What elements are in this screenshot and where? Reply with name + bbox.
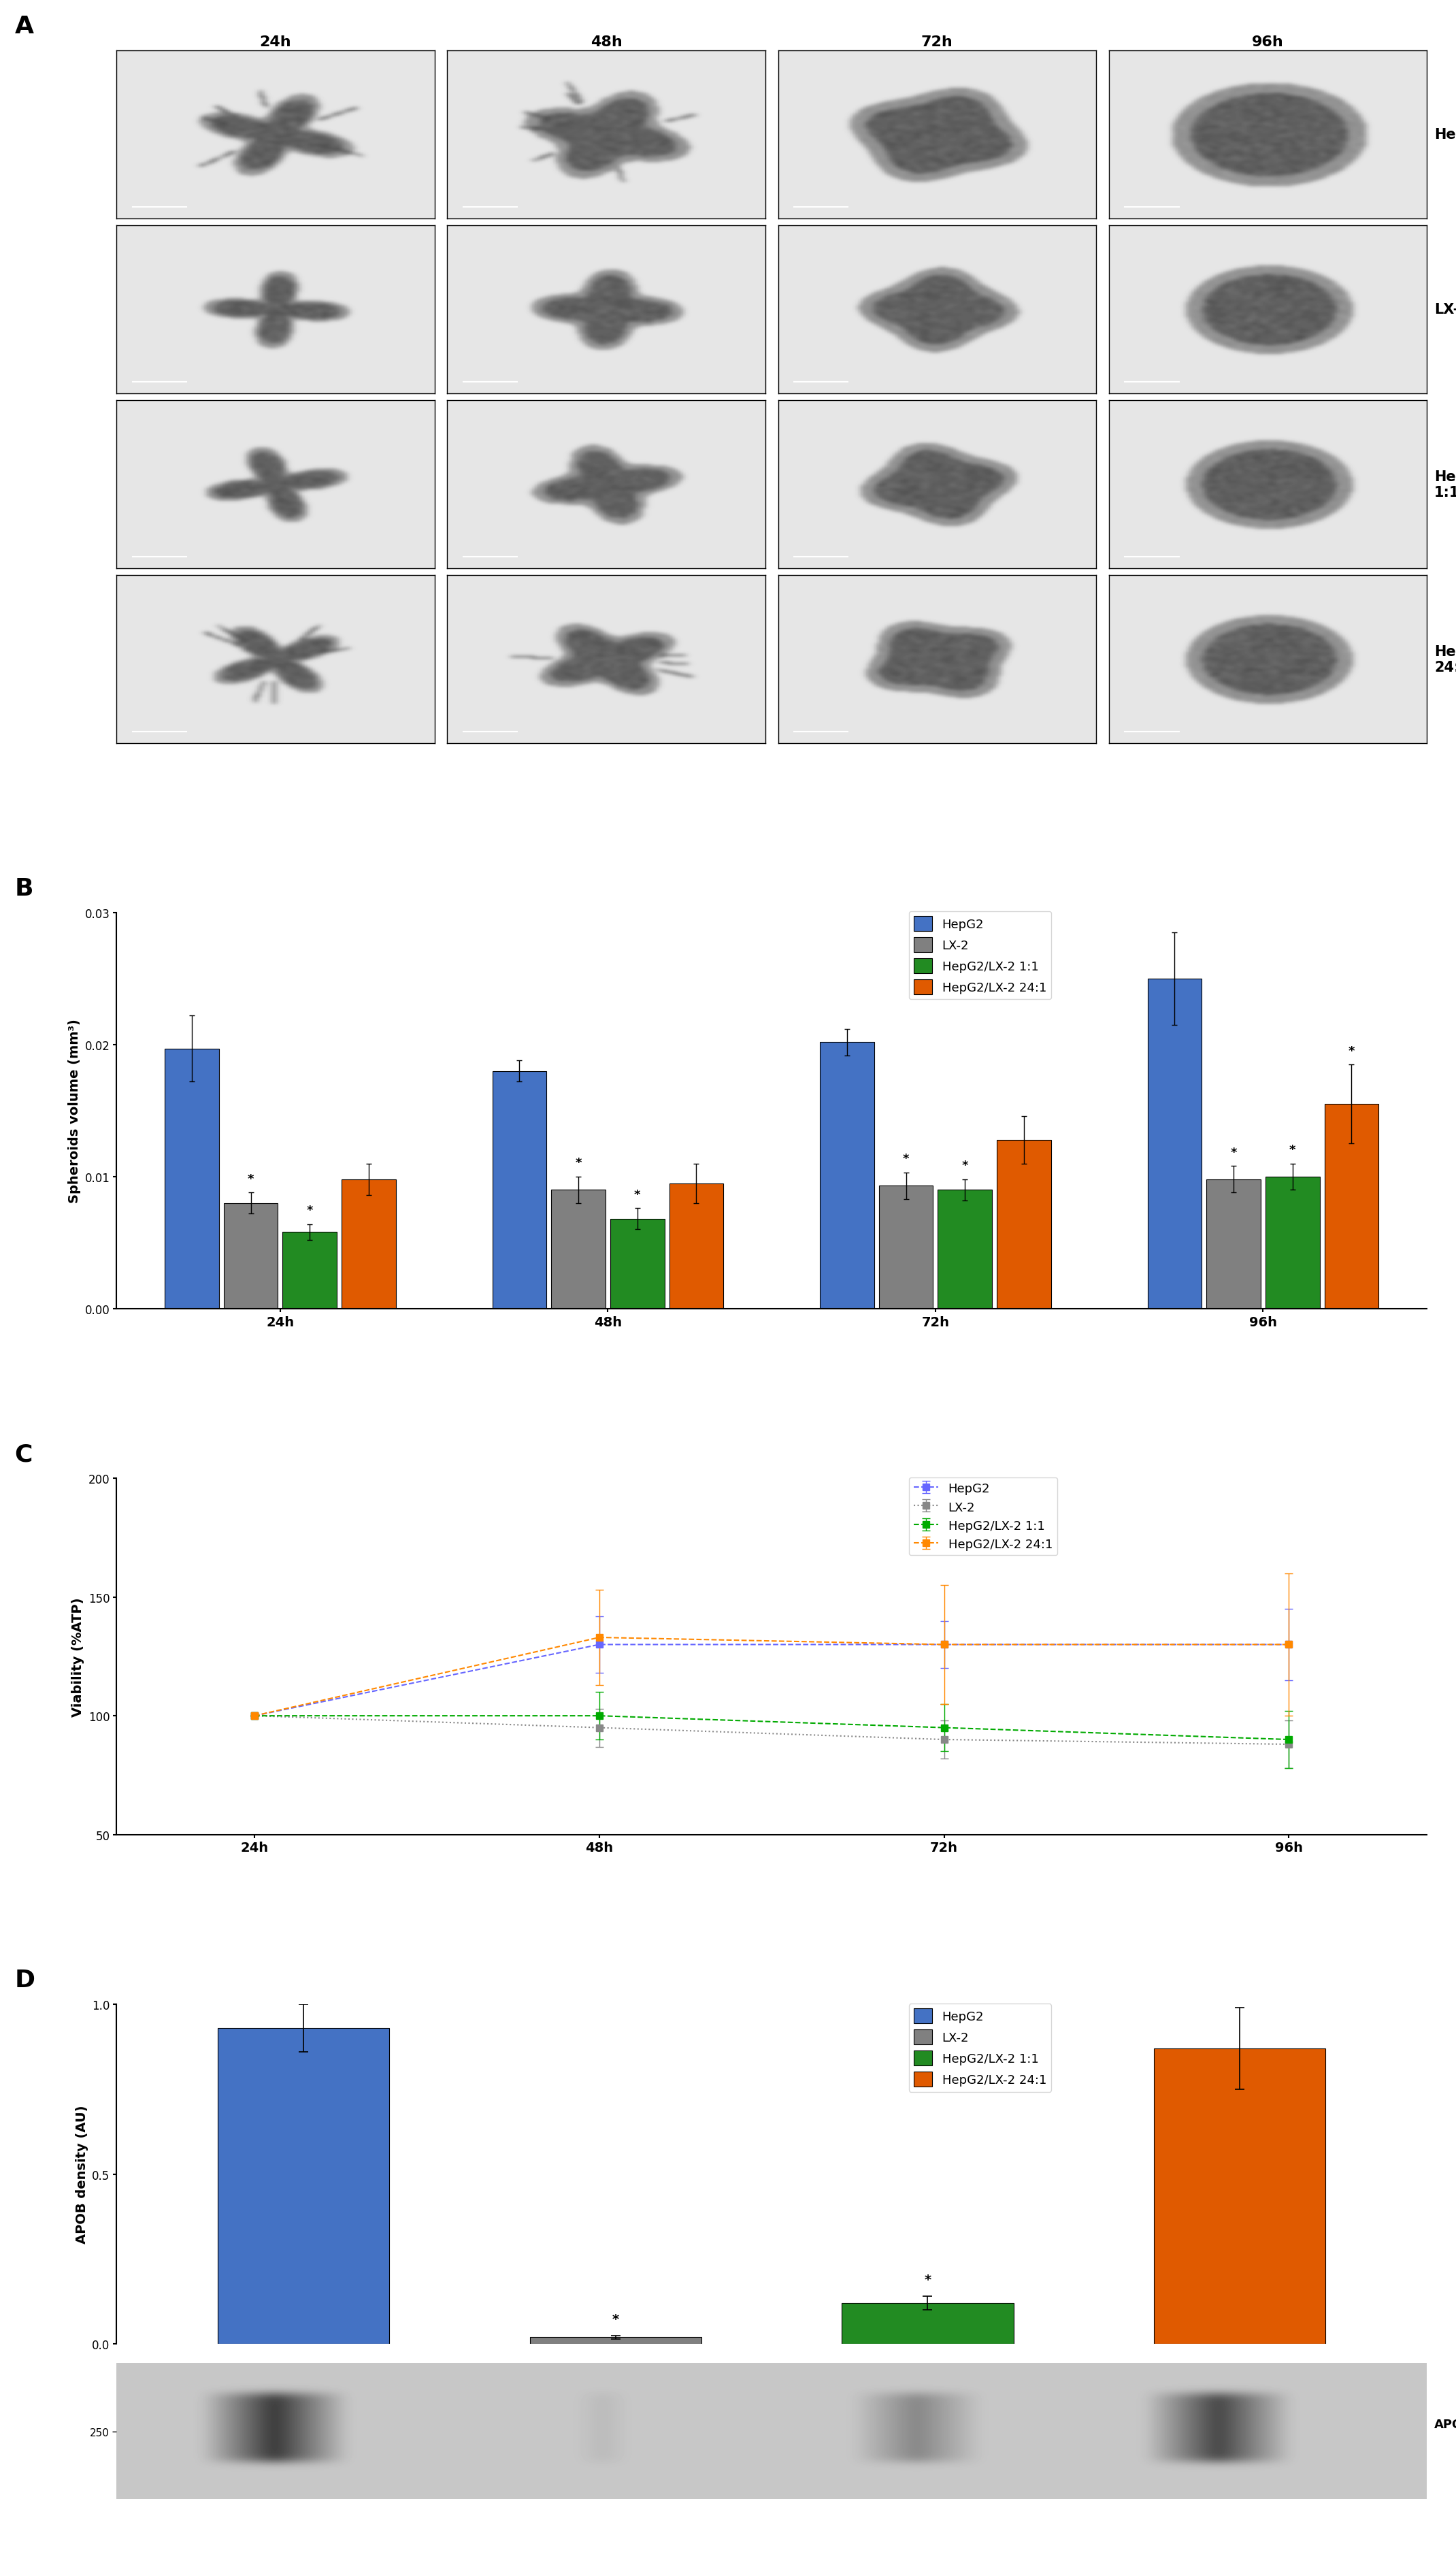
Text: B: B: [15, 877, 33, 900]
Bar: [1207, 1181, 1261, 1308]
Text: *: *: [903, 1153, 909, 1165]
Text: *: *: [1230, 1148, 1236, 1158]
Text: HepG2/LX-2
24:1: HepG2/LX-2 24:1: [1434, 645, 1456, 673]
Bar: [997, 1140, 1051, 1308]
Bar: [938, 1191, 992, 1308]
Bar: [165, 1048, 218, 1308]
Text: APOB: APOB: [1434, 2417, 1456, 2430]
Bar: [1325, 1104, 1379, 1308]
Text: *: *: [575, 1158, 581, 1168]
Bar: [610, 1219, 664, 1308]
Text: *: *: [925, 2275, 932, 2287]
Bar: [1147, 979, 1201, 1308]
Text: LX-2: LX-2: [1434, 303, 1456, 316]
Bar: [218, 2027, 390, 2343]
Text: *: *: [962, 1160, 968, 1170]
Y-axis label: Viability (%ATP): Viability (%ATP): [71, 1596, 84, 1716]
Bar: [552, 1191, 606, 1308]
Y-axis label: Spheroids volume (mm³): Spheroids volume (mm³): [68, 1020, 82, 1204]
Title: 96h: 96h: [1252, 36, 1284, 48]
Text: *: *: [635, 1188, 641, 1201]
Bar: [1265, 1178, 1319, 1308]
Bar: [820, 1043, 874, 1308]
Text: D: D: [15, 1969, 35, 1992]
Text: *: *: [248, 1173, 253, 1186]
Bar: [342, 1181, 396, 1308]
Text: A: A: [15, 15, 33, 38]
Bar: [282, 1232, 336, 1308]
Title: 24h: 24h: [259, 36, 291, 48]
Bar: [842, 2303, 1013, 2343]
Legend: HepG2, LX-2, HepG2/LX-2 1:1, HepG2/LX-2 24:1: HepG2, LX-2, HepG2/LX-2 1:1, HepG2/LX-2 …: [909, 910, 1051, 1000]
Text: C: C: [15, 1443, 32, 1466]
Text: HepG2: HepG2: [1434, 128, 1456, 143]
Y-axis label: APOB density (AU): APOB density (AU): [76, 2104, 89, 2244]
Title: 48h: 48h: [590, 36, 622, 48]
Legend: HepG2, LX-2, HepG2/LX-2 1:1, HepG2/LX-2 24:1: HepG2, LX-2, HepG2/LX-2 1:1, HepG2/LX-2 …: [909, 1476, 1057, 1556]
Bar: [224, 1204, 278, 1308]
Bar: [530, 2338, 702, 2343]
Title: 72h: 72h: [922, 36, 954, 48]
Bar: [879, 1186, 933, 1308]
Text: *: *: [1348, 1046, 1354, 1056]
Bar: [670, 1183, 724, 1308]
Text: *: *: [307, 1204, 313, 1216]
Legend: HepG2, LX-2, HepG2/LX-2 1:1, HepG2/LX-2 24:1: HepG2, LX-2, HepG2/LX-2 1:1, HepG2/LX-2 …: [909, 2004, 1051, 2091]
Bar: [492, 1071, 546, 1308]
Text: *: *: [612, 2313, 619, 2326]
Text: *: *: [1290, 1142, 1296, 1155]
Bar: [1153, 2048, 1325, 2343]
Text: HepG2/LX-2
1:1: HepG2/LX-2 1:1: [1434, 469, 1456, 500]
